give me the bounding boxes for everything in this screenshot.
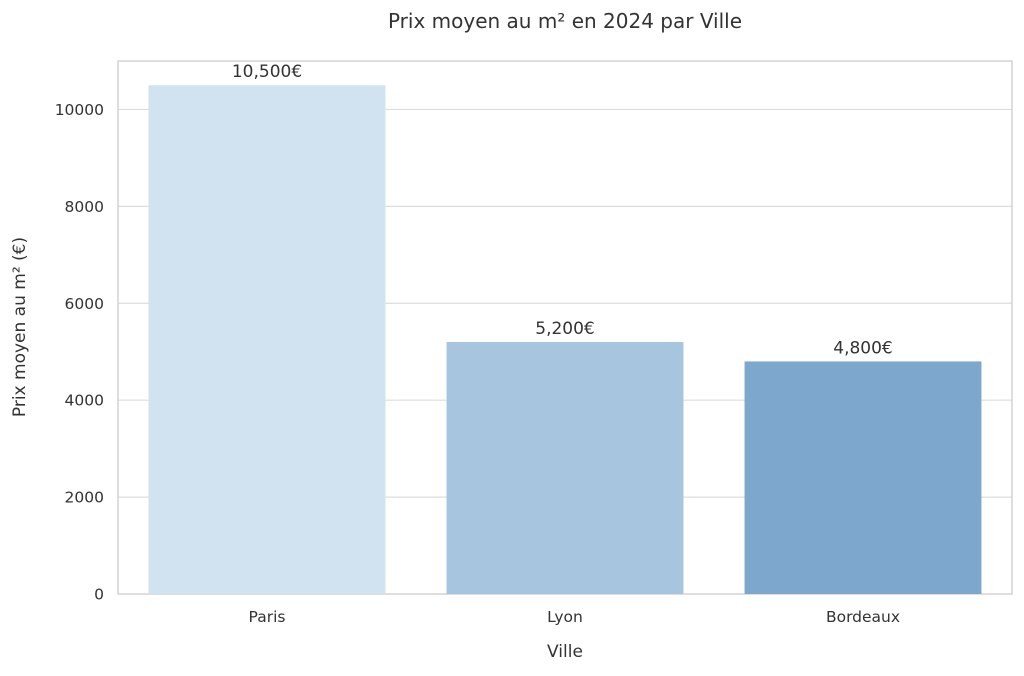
y-tick-label: 6000 [65,295,104,313]
data-labels: 10,500€ 5,200€ 4,800€ [232,62,893,358]
chart-title: Prix moyen au m² en 2024 par Ville [388,9,742,33]
y-tick-label: 2000 [65,489,104,507]
x-axis-ticks: Paris Lyon Bordeaux [249,608,901,626]
data-label-paris: 10,500€ [232,62,302,82]
y-tick-label: 0 [94,586,104,604]
y-axis-label: Prix moyen au m² (€) [10,237,30,417]
x-tick-label-bordeaux: Bordeaux [826,608,900,626]
y-tick-label: 4000 [65,392,104,410]
bar-bordeaux [744,361,982,594]
bar-lyon [446,342,684,594]
bar-paris [148,85,386,595]
data-label-bordeaux: 4,800€ [833,338,892,358]
x-tick-label-lyon: Lyon [547,608,583,626]
x-tick-label-paris: Paris [249,608,286,626]
y-tick-label: 8000 [65,198,104,216]
y-tick-label: 10000 [55,101,104,119]
x-axis-label: Ville [547,642,583,662]
y-axis-ticks: 0 2000 4000 6000 8000 10000 [55,101,104,604]
data-label-lyon: 5,200€ [535,319,594,339]
bars [148,85,982,595]
